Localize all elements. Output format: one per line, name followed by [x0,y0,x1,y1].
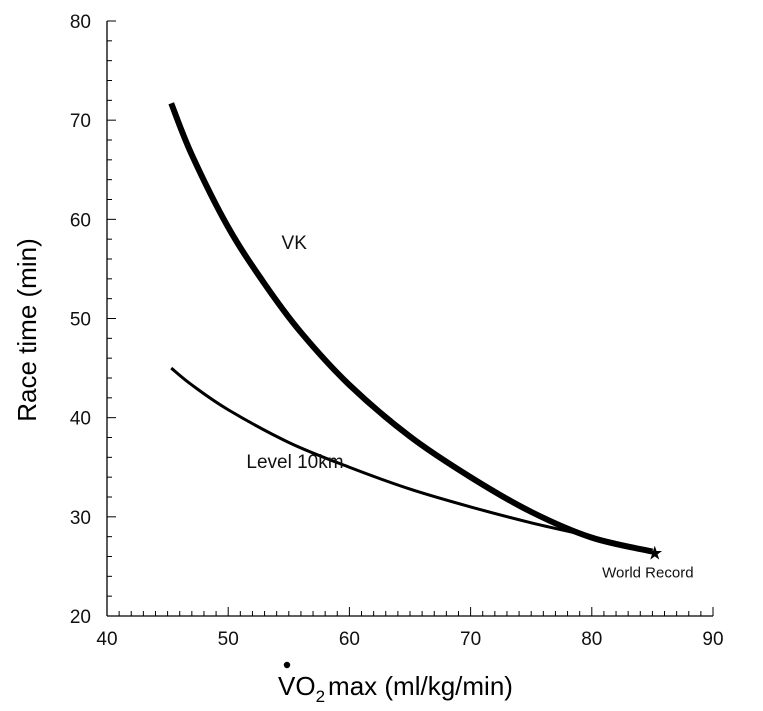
vo2-dot-marker [283,661,291,669]
y-axis-title: Race time (min) [12,238,42,421]
x-tick-label: 50 [218,629,239,650]
series-lines [168,102,654,555]
y-tick-label: 60 [70,210,91,231]
x-axis-title-subscript: 2 [316,687,325,706]
y-tick-label: 40 [70,409,91,430]
x-tick-label: 40 [96,629,117,650]
series-label-vk: VK [282,233,308,254]
x-axis-title-o: O [295,671,315,701]
y-tick-label: 50 [70,310,91,331]
x-axis-title-prefix: V [278,671,296,701]
x-axis-title: VO2 max (ml/kg/min) [278,671,513,706]
y-tick-label: 80 [70,12,91,33]
series-line-level-10km [170,366,653,553]
x-tick-label: 80 [581,629,602,650]
x-axis: 40 50 60 70 80 90 [96,607,724,650]
series-line-vk [168,102,654,555]
y-axis: 20 30 40 50 60 70 80 [70,12,116,628]
y-tick-label: 30 [70,508,91,529]
world-record-label: World Record [602,565,693,582]
y-tick-label: 20 [70,607,91,628]
world-record-star-icon: ★ [646,543,663,565]
annotations: ★World Record [602,543,693,582]
x-tick-label: 70 [460,629,481,650]
x-axis-title-suffix: max (ml/kg/min) [328,671,513,701]
x-tick-label: 60 [339,629,360,650]
series-label-level-10km: Level 10km [246,452,343,473]
y-tick-label: 70 [70,111,91,132]
series-labels: VK Level 10km [246,233,343,473]
x-tick-label: 90 [702,629,723,650]
